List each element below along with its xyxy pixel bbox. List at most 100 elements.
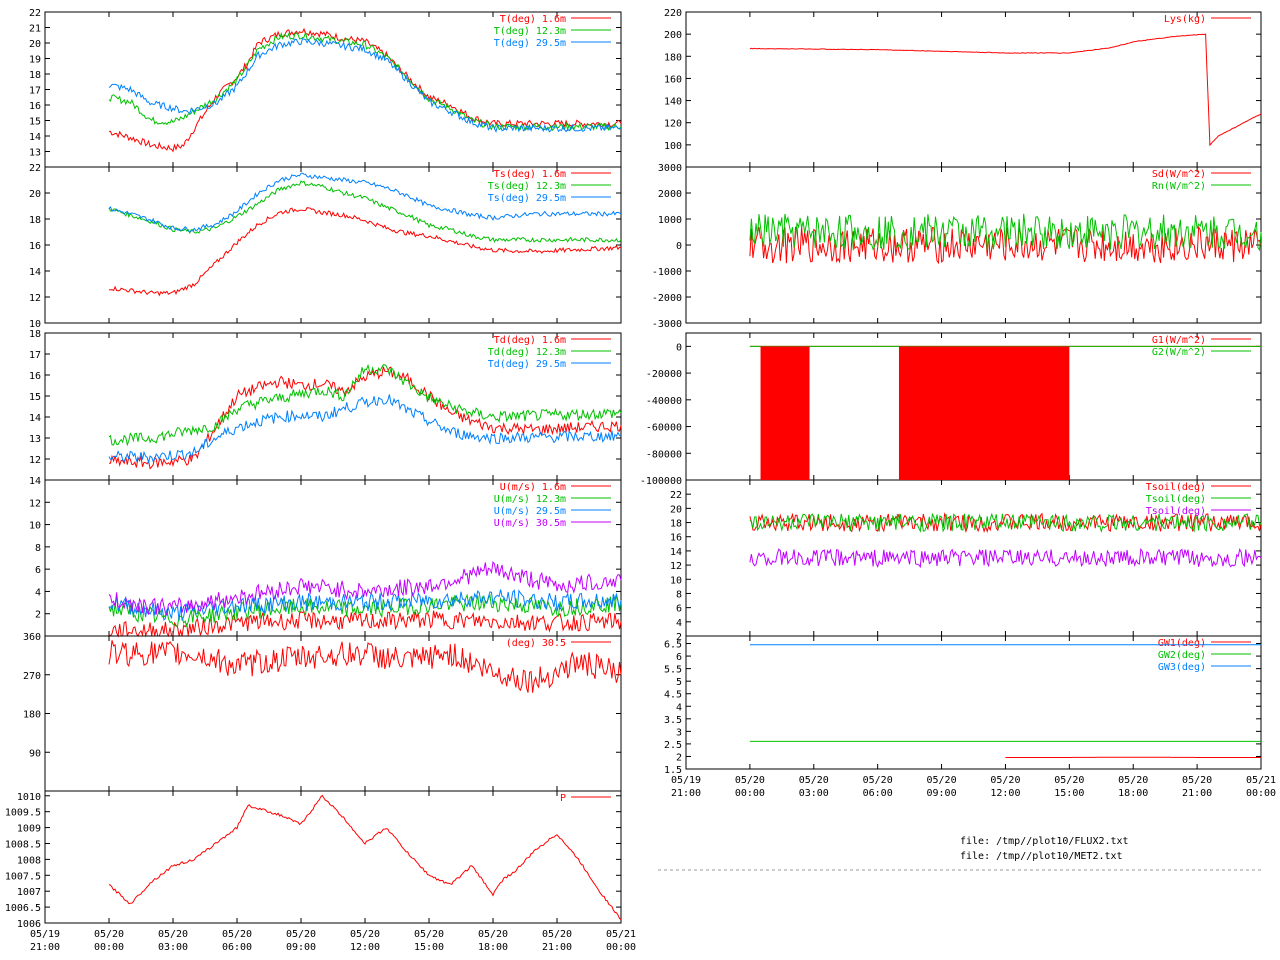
y-tick-label: 8 <box>35 543 41 554</box>
y-tick-label: 360 <box>23 632 41 643</box>
series-line <box>749 512 1262 534</box>
y-tick-label: 19 <box>29 55 41 66</box>
panel-frame <box>685 635 1262 770</box>
legend-label: Tsoil(deg) <box>1146 494 1206 505</box>
y-tick-label: 21 <box>29 24 41 35</box>
series-line <box>749 512 1262 534</box>
series-line <box>108 589 622 621</box>
x-tick-time: 21:00 <box>1182 788 1212 799</box>
g1-spike-band <box>760 346 810 480</box>
legend-label: Rn(W/m^2) <box>1152 181 1206 192</box>
x-tick-date: 05/20 <box>350 929 380 940</box>
chart-panel-g: -100000 -80000 -60000 -40000 -20000 0 G1(W/m^2… <box>640 332 1262 487</box>
x-tick-time: 21:00 <box>542 942 572 953</box>
series-line <box>108 37 622 134</box>
y-tick-label: 2 <box>35 610 41 621</box>
x-axis-labels-right: 05/19 21:00 05/20 00:00 05/20 03:00 05/20 06:00… <box>671 775 1276 799</box>
y-tick-label: 6 <box>676 604 682 615</box>
g1-spike-band <box>898 346 1070 480</box>
y-tick-label: 3000 <box>658 163 682 174</box>
y-tick-label: 3.5 <box>664 715 682 726</box>
legend-label: Ts(deg) 12.3m <box>488 181 566 192</box>
legend-label: Td(deg) 1.6m <box>494 335 566 346</box>
x-tick-time: 09:00 <box>286 942 316 953</box>
x-tick-date: 05/20 <box>414 929 444 940</box>
y-tick-label: 1009 <box>17 824 41 835</box>
x-tick-date: 05/21 <box>606 929 636 940</box>
y-tick-label: 270 <box>23 671 41 682</box>
legend-label: Ts(deg) 29.5m <box>488 193 566 204</box>
y-tick-label: -1000 <box>652 267 682 278</box>
chart-panel-lys: 100 120 140 160 180 200 220 Lys(kg) <box>664 8 1262 168</box>
y-tick-label: 4 <box>676 702 682 713</box>
legend-label: Ts(deg) 1.6m <box>494 169 566 180</box>
y-tick-label: 1008 <box>17 855 41 866</box>
x-tick-date: 05/20 <box>478 929 508 940</box>
legend-label: Lys(kg) <box>1164 14 1206 25</box>
y-tick-label: -3000 <box>652 319 682 330</box>
x-tick-date: 05/20 <box>990 775 1020 786</box>
x-tick-time: 00:00 <box>1246 788 1276 799</box>
legend-label: T(deg) 29.5m <box>494 38 566 49</box>
x-tick-time: 12:00 <box>350 942 380 953</box>
x-tick-time: 15:00 <box>1054 788 1084 799</box>
x-tick-date: 05/21 <box>1246 775 1276 786</box>
legend-label: G1(W/m^2) <box>1152 335 1206 346</box>
x-tick-time: 06:00 <box>863 788 893 799</box>
y-tick-label: 1010 <box>17 792 41 803</box>
y-tick-label: 12 <box>670 561 682 572</box>
y-tick-label: 18 <box>670 519 682 530</box>
y-tick-label: 14 <box>670 547 682 558</box>
y-tick-label: 1006.5 <box>5 903 41 914</box>
series-line <box>749 547 1262 569</box>
y-tick-label: 1.5 <box>664 765 682 776</box>
legend-label: Td(deg) 29.5m <box>488 359 566 370</box>
series-line <box>108 207 622 297</box>
y-tick-label: -80000 <box>646 449 682 460</box>
series-line <box>108 30 622 132</box>
y-tick-label: 3 <box>676 727 682 738</box>
y-tick-label: 18 <box>29 215 41 226</box>
x-tick-time: 03:00 <box>158 942 188 953</box>
y-tick-label: 15 <box>29 117 41 128</box>
y-tick-label: 4.5 <box>664 690 682 701</box>
y-tick-label: 4 <box>676 618 682 629</box>
x-tick-time: 12:00 <box>990 788 1020 799</box>
y-tick-label: 5 <box>676 677 682 688</box>
y-tick-label: 16 <box>670 533 682 544</box>
panel-frame <box>44 635 622 792</box>
x-tick-time: 18:00 <box>478 942 508 953</box>
x-tick-time: 00:00 <box>606 942 636 953</box>
y-tick-label: 20 <box>670 504 682 515</box>
legend-label: GW2(deg) <box>1158 650 1206 661</box>
series-line <box>749 213 1262 252</box>
y-tick-label: 15 <box>29 392 41 403</box>
y-tick-label: 22 <box>29 163 41 174</box>
chart-panel-tsoil: 246810121416182022Tsoil(deg)Tsoil(deg)Ts… <box>670 479 1262 643</box>
y-tick-label: 1009.5 <box>5 808 41 819</box>
y-tick-label: 1000 <box>658 215 682 226</box>
legend-label: U(m/s) 12.3m <box>494 494 566 505</box>
y-tick-label: 6.5 <box>664 640 682 651</box>
chart-panel-gw: 1.522.533.544.555.566.5 GW1(deg)GW2(deg)G… <box>664 635 1262 776</box>
y-tick-label: 120 <box>664 119 682 130</box>
panel-frame <box>685 11 1262 168</box>
x-tick-time: 15:00 <box>414 942 444 953</box>
y-tick-label: 22 <box>670 490 682 501</box>
y-tick-label: 140 <box>664 97 682 108</box>
y-tick-label: 4 <box>35 587 41 598</box>
x-tick-date: 05/20 <box>927 775 957 786</box>
y-tick-label: 1007 <box>17 887 41 898</box>
chart-panel-sd: -3000 -2000 -1000 0 1000 2000 3000 Sd(W/m^2)Rn(… <box>652 163 1262 330</box>
y-tick-label: 0 <box>676 241 682 252</box>
legend-label: G2(W/m^2) <box>1152 347 1206 358</box>
y-tick-label: 2 <box>676 632 682 643</box>
y-tick-label: 0 <box>676 342 682 353</box>
legend-label: Sd(W/m^2) <box>1152 169 1206 180</box>
x-tick-date: 05/20 <box>1182 775 1212 786</box>
y-tick-label: 16 <box>29 101 41 112</box>
y-tick-label: 180 <box>664 52 682 63</box>
y-tick-label: 1008.5 <box>5 839 41 850</box>
